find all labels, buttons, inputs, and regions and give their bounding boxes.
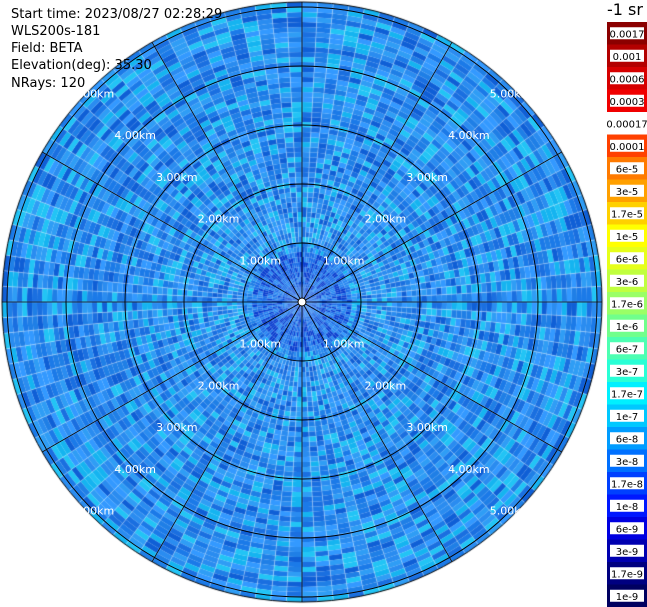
colorbar-label: 1.7e-9 — [611, 569, 643, 580]
colorbar-label: 1.7e-7 — [611, 389, 643, 400]
colorbar-label: 1.7e-6 — [611, 299, 643, 310]
range-ring-label: 2.00km — [365, 379, 407, 392]
colorbar-label: 0.0006 — [610, 74, 645, 85]
colorbar-label-bg — [610, 589, 644, 602]
colorbar-label-bg — [610, 229, 644, 242]
colorbar-label-bg — [610, 432, 644, 445]
colorbar: 0.0017 0.001 0.0006 0.0003 0.00017 0.0001 6e-5… — [607, 22, 647, 607]
colorbar-label-bg — [610, 544, 644, 557]
range-ring-label: 1.00km — [239, 338, 281, 351]
colorbar-label-bg — [610, 162, 644, 175]
ppi-overlay: 1.00km 1.00km 1.00km 1.00km 2.00km 2.00km 2.00… — [2, 2, 602, 602]
azimuth-spoke — [301, 301, 563, 453]
colorbar-label-bg — [610, 297, 644, 310]
colorbar-unit: -1 sr — [607, 0, 643, 19]
colorbar-label: 3e-7 — [616, 367, 639, 378]
colorbar-label-bg — [610, 274, 644, 287]
colorbar-label-bg — [610, 117, 644, 130]
colorbar-label: 6e-5 — [616, 164, 639, 175]
elevation: Elevation(deg): 35.30 — [11, 58, 152, 73]
azimuth-spoke — [301, 151, 563, 303]
range-ring-label: 3.00km — [156, 171, 198, 184]
radar-center — [297, 297, 307, 307]
colorbar-label-bg — [610, 454, 644, 467]
colorbar-label: 1.7e-8 — [611, 479, 643, 490]
range-ring-label: 3.00km — [406, 421, 448, 434]
colorbar-label: 1e-9 — [616, 592, 639, 603]
colorbar-label: 3e-9 — [616, 547, 639, 558]
range-ring-label: 5.00km — [490, 505, 532, 518]
colorbar-label-bg — [610, 477, 644, 490]
colorbar-label-bg — [610, 207, 644, 220]
range-ring-label: 5.00km — [490, 87, 532, 100]
colorbar-label: 1e-6 — [616, 322, 639, 333]
range-ring-label: 4.00km — [448, 463, 490, 476]
colorbar-label-bg — [610, 319, 644, 332]
range-ring-label: 3.00km — [156, 421, 198, 434]
colorbar-label-bg — [610, 567, 644, 580]
colorbar-label-bg — [610, 139, 644, 152]
azimuth-spoke — [301, 301, 453, 563]
colorbar-label: 0.0017 — [610, 29, 645, 40]
colorbar-label: 3e-5 — [616, 187, 639, 198]
range-ring — [242, 242, 362, 362]
colorbar-label: 6e-7 — [616, 344, 639, 355]
range-ring-label: 1.00km — [323, 338, 365, 351]
range-ring-label: 5.00km — [73, 87, 115, 100]
colorbar-label-bg — [610, 364, 644, 377]
range-ring-label: 1.00km — [239, 254, 281, 267]
range-ring — [183, 183, 421, 421]
colorbar-label-bg — [610, 49, 644, 62]
field-name: Field: BETA — [11, 41, 83, 56]
colorbar-label-bg — [610, 499, 644, 512]
colorbar-label: 3e-8 — [616, 457, 639, 468]
colorbar-label-bg — [610, 387, 644, 400]
instrument-name: WLS200s-181 — [11, 24, 101, 39]
azimuth-spoke — [301, 41, 453, 303]
colorbar-label: 0.00017 — [607, 119, 647, 130]
colorbar-label-bg — [610, 27, 644, 40]
colorbar-label: 3e-6 — [616, 277, 639, 288]
colorbar-label: 6e-8 — [616, 434, 639, 445]
colorbar-label: 0.0003 — [610, 97, 645, 108]
range-ring — [6, 6, 598, 598]
azimuth-spoke — [151, 41, 303, 303]
colorbar-label: 1.7e-5 — [611, 209, 643, 220]
range-ring-label: 2.00km — [198, 379, 240, 392]
range-ring-label: 4.00km — [448, 129, 490, 142]
azimuth-spoke — [41, 301, 303, 453]
colorbar-label-bg — [610, 184, 644, 197]
range-ring-label: 1.00km — [323, 254, 365, 267]
colorbar-label-bg — [610, 252, 644, 265]
range-ring-label: 2.00km — [365, 213, 407, 226]
range-ring-label: 3.00km — [406, 171, 448, 184]
colorbar-label: 1e-5 — [616, 232, 639, 243]
colorbar-label: 1e-7 — [616, 412, 639, 423]
colorbar-label: 0.001 — [613, 52, 642, 63]
azimuth-spoke — [41, 151, 303, 303]
colorbar-label: 6e-6 — [616, 254, 639, 265]
nrays: NRays: 120 — [11, 76, 86, 91]
range-ring-label: 2.00km — [198, 213, 240, 226]
colorbar-label: 6e-9 — [616, 524, 639, 535]
range-ring-label: 4.00km — [114, 129, 156, 142]
colorbar-label-bg — [610, 342, 644, 355]
colorbar-label-bg — [610, 409, 644, 422]
range-ring-label: 4.00km — [114, 463, 156, 476]
colorbar-label-bg — [610, 522, 644, 535]
azimuth-spoke — [151, 301, 303, 563]
range-ring — [124, 124, 480, 480]
colorbar-label: 1e-8 — [616, 502, 639, 513]
colorbar-label: 0.0001 — [610, 142, 645, 153]
range-ring — [65, 65, 539, 539]
scan-info: Start time: 2023/08/27 02:28:29 WLS200s-… — [11, 6, 222, 92]
start-time: Start time: 2023/08/27 02:28:29 — [11, 7, 223, 22]
range-ring-label: 5.00km — [73, 505, 115, 518]
colorbar-label-bg — [610, 72, 644, 85]
colorbar-label-bg — [610, 94, 644, 107]
